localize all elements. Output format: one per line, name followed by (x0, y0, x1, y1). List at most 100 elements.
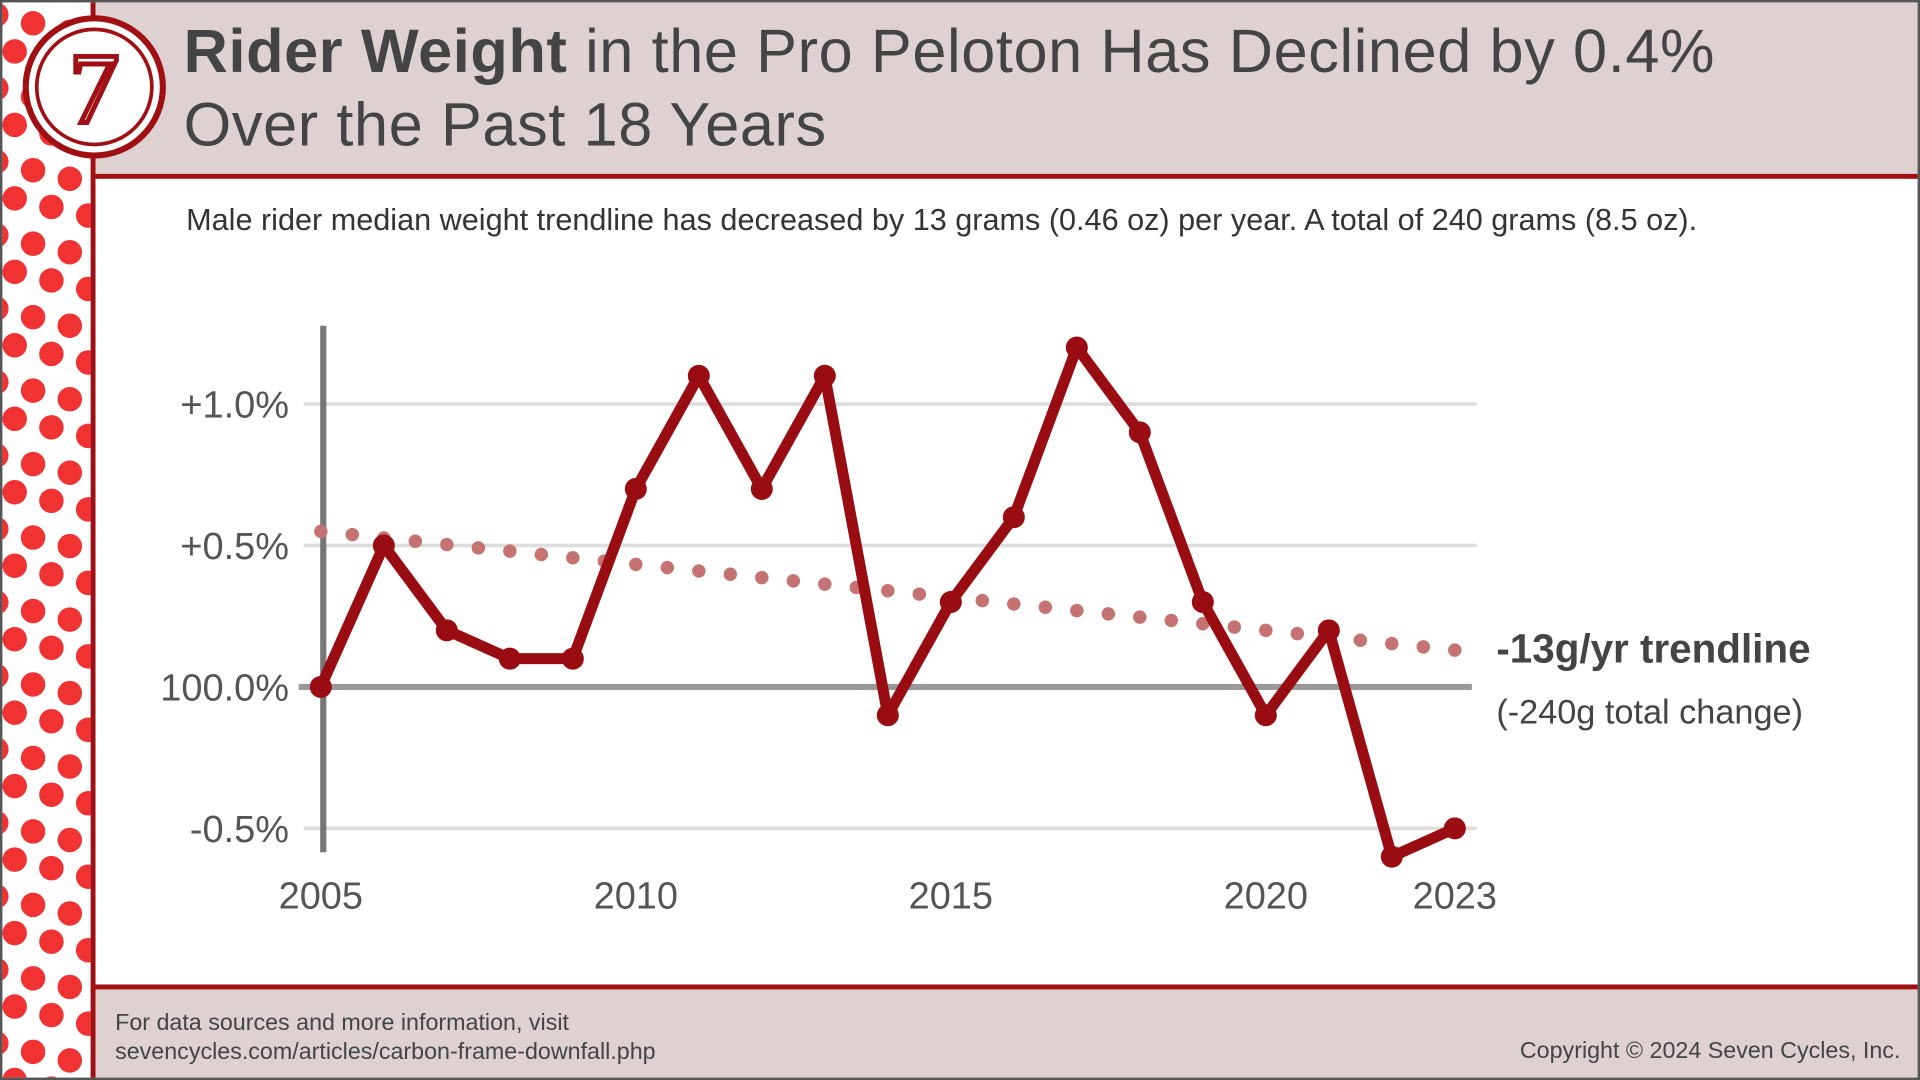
data-point (1254, 704, 1277, 727)
trendline-dot (408, 534, 423, 549)
polka-dot (2, 186, 27, 211)
data-point (309, 675, 332, 698)
polka-dot (2, 553, 27, 578)
trendline-dot (818, 577, 832, 591)
trendline-dot (755, 570, 769, 585)
polka-dot (57, 974, 83, 1000)
footer-source: For data sources and more information, v… (115, 1009, 656, 1068)
accent-bar (90, 2, 96, 1078)
data-point (1128, 421, 1151, 444)
data-point (939, 591, 962, 614)
polka-dot (2, 151, 9, 173)
data-point (750, 477, 773, 500)
polka-dot (2, 626, 27, 652)
copyright: Copyright © 2024 Seven Cycles, Inc. (1519, 1038, 1901, 1065)
polka-dot (39, 562, 64, 587)
trendline-dot (629, 557, 643, 572)
polka-dot (57, 240, 83, 265)
polka-dot (20, 892, 46, 918)
trendline-dot (912, 587, 927, 601)
svg-text:7: 7 (69, 33, 119, 144)
polka-dot (75, 644, 91, 669)
series-line (315, 342, 1458, 863)
polka-dot (75, 497, 91, 522)
polka-dot (20, 525, 46, 550)
polka-dot (20, 745, 46, 771)
x-tick-label: 2020 (1224, 876, 1308, 918)
polka-dot (2, 591, 9, 614)
polka-dot (2, 444, 9, 467)
trendline-label: -13g/yr trendline (1496, 625, 1810, 671)
polka-dot (2, 773, 27, 799)
data-point (1191, 591, 1214, 614)
trendline-dot (440, 537, 454, 552)
trendline-dot (1007, 597, 1021, 611)
polka-dot (75, 791, 91, 816)
data-point (372, 534, 395, 557)
polka-dot (2, 994, 27, 1019)
polka-dot (75, 864, 91, 889)
trendline-dot (1070, 603, 1084, 618)
polka-dot (2, 112, 27, 138)
polka-dot (75, 276, 91, 302)
data-point (1443, 817, 1466, 840)
trendline-dot (534, 547, 549, 562)
polka-dot (57, 827, 83, 853)
polka-dot (57, 386, 83, 412)
polka-dot (39, 1002, 64, 1028)
polka-dot (2, 4, 9, 26)
polka-dot (75, 350, 91, 375)
trendline-dot (566, 551, 580, 565)
data-point (813, 364, 836, 387)
polka-dot (20, 157, 46, 183)
polka-dot (2, 333, 27, 358)
polka-dot (39, 855, 64, 881)
data-point (1317, 619, 1340, 642)
data-point (687, 364, 710, 387)
trendline-dot (314, 524, 328, 539)
trendline-dot (1416, 640, 1431, 654)
trendline-dot (1133, 610, 1147, 624)
trendline-dot (1227, 620, 1242, 634)
trendline-sublabel: (-240g total change) (1496, 694, 1803, 732)
title-rest: in the Pro Peloton Has Declined by 0.4% (567, 17, 1716, 86)
footer-line1: For data sources and more information, v… (115, 1010, 569, 1036)
polka-dot (20, 672, 46, 697)
footer-url[interactable]: sevencycles.com/articles/carbon-frame-do… (115, 1039, 656, 1066)
page-title: Rider Weight in the Pro Peloton Has Decl… (184, 15, 1715, 162)
trendline-dot (345, 527, 360, 542)
polka-dot (75, 423, 91, 449)
y-tick-label: +0.5% (180, 526, 289, 568)
trendline-dot (723, 567, 738, 582)
polka-dot (57, 607, 83, 632)
trendline-dot (881, 584, 895, 598)
polka-dot (2, 665, 9, 687)
data-point (624, 477, 647, 500)
trendline-dot (660, 560, 675, 575)
chart-subtitle: Male rider median weight trendline has d… (186, 203, 1698, 238)
polka-dot (2, 1032, 9, 1054)
polka-dot (57, 1048, 83, 1073)
polka-dot (20, 598, 46, 624)
polka-dot (20, 378, 46, 403)
polka-dot (20, 231, 46, 256)
polka-dot (2, 480, 27, 505)
trendline-dot (1448, 643, 1462, 657)
polka-dot (20, 819, 46, 844)
polka-dot (57, 680, 83, 706)
polka-dot (39, 929, 64, 954)
y-tick-label: 100.0% (160, 667, 289, 709)
polka-dot (20, 304, 46, 330)
polka-dot (75, 717, 91, 743)
polka-dot (75, 203, 91, 228)
polka-dot (2, 847, 27, 872)
data-point (1380, 845, 1403, 868)
polka-dot (39, 415, 64, 440)
polka-dot (2, 738, 9, 760)
polka-dot (39, 194, 64, 220)
x-tick-label: 2023 (1413, 876, 1497, 918)
title-line2: Over the Past 18 Years (183, 90, 827, 160)
polka-dot (2, 406, 27, 432)
polka-dot (20, 966, 46, 991)
